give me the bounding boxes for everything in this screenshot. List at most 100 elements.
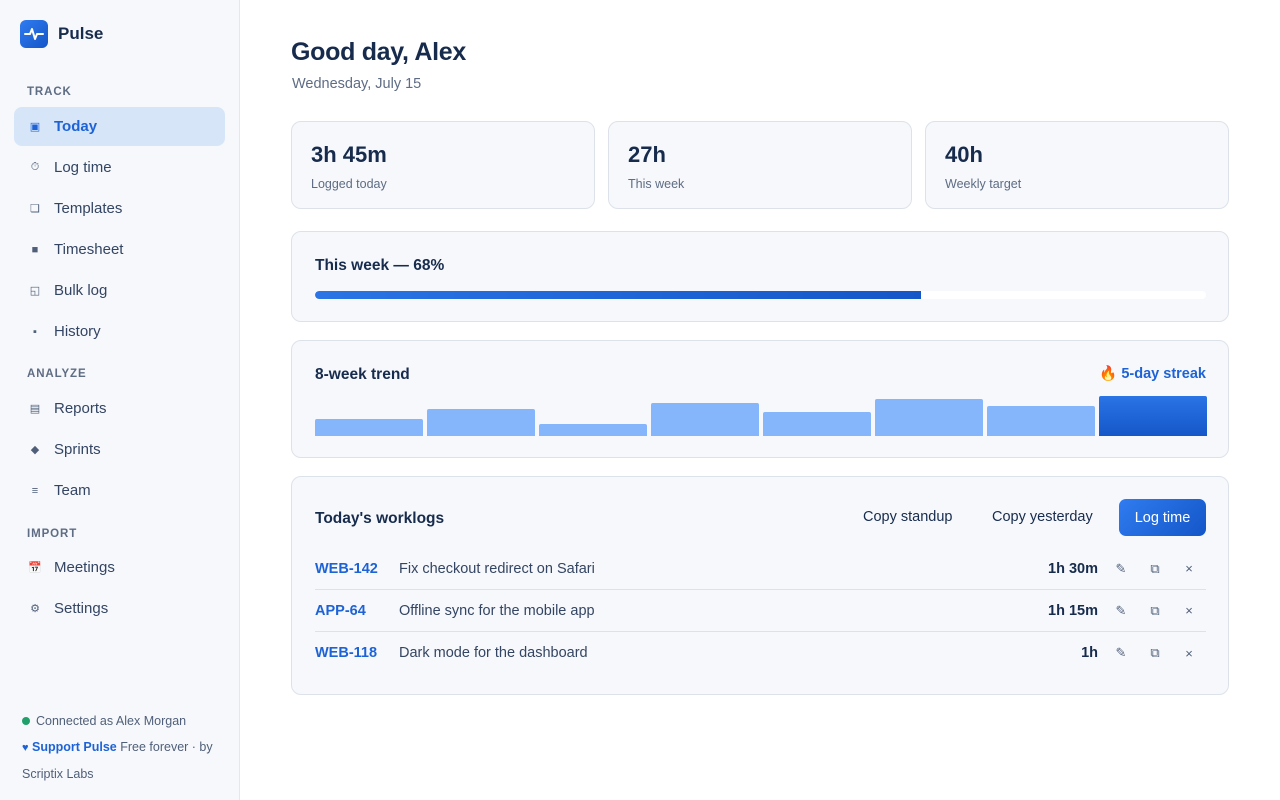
worklog-row: APP-64 Offline sync for the mobile app 1… (315, 590, 1206, 632)
sidebar-item-label: Meetings (54, 559, 115, 576)
nav-section-import: IMPORT (27, 528, 78, 540)
edit-icon[interactable]: ✎ (1115, 645, 1127, 660)
delete-icon[interactable]: × (1185, 561, 1193, 576)
duplicate-icon[interactable]: ⧉ (1150, 645, 1160, 660)
worklog-duration: 1h 30m (1048, 560, 1098, 577)
sidebar-item-sprints[interactable]: ◆ Sprints (14, 430, 225, 469)
sidebar-item-timesheet[interactable]: ■ Timesheet (14, 230, 225, 269)
reports-icon: ▤ (29, 403, 41, 415)
trend-bar (651, 403, 759, 436)
progress-title: This week — 68% (315, 257, 445, 274)
current-date: Wednesday, July 15 (292, 76, 422, 92)
stat-value: 27h (628, 142, 666, 167)
streak-badge: 🔥 5-day streak (1099, 366, 1206, 382)
trend-card: 8-week trend 🔥 5-day streak (291, 340, 1229, 458)
issue-key-link[interactable]: WEB-142 (315, 560, 378, 577)
trend-bar (315, 418, 423, 436)
sidebar-item-label: Log time (54, 159, 112, 176)
sidebar-item-label: Reports (54, 400, 107, 417)
worklog-row: WEB-142 Fix checkout redirect on Safari … (315, 548, 1206, 590)
sidebar-item-bulk-log[interactable]: ◱ Bulk log (14, 271, 225, 310)
issue-summary: Offline sync for the mobile app (399, 602, 595, 619)
edit-icon[interactable]: ✎ (1115, 602, 1127, 618)
bulk-log-icon: ◱ (29, 285, 41, 297)
trend-bars (315, 385, 1207, 436)
issue-key-link[interactable]: APP-64 (315, 602, 366, 619)
sidebar-item-history[interactable]: ▪ History (14, 312, 225, 351)
worklog-duration: 1h (1081, 645, 1098, 661)
support-suffix: Free forever · by Scriptix Labs (22, 740, 213, 781)
sidebar: Pulse TRACK ▣ Today ⏱ Log time ❏ Templat… (0, 0, 240, 800)
pulse-logo-icon (20, 20, 48, 48)
worklog-duration: 1h 15m (1048, 602, 1098, 619)
sidebar-footer: Connected as Alex Morgan ♥ Support Pulse… (22, 708, 227, 787)
app-name: Pulse (58, 24, 104, 43)
delete-icon[interactable]: × (1185, 603, 1193, 618)
sidebar-item-today[interactable]: ▣ Today (14, 107, 225, 146)
stat-card-weekly-target: 40h Weekly target (925, 121, 1229, 209)
stat-label: This week (628, 177, 685, 191)
support-line: ♥ Support Pulse Free forever · by Script… (22, 734, 227, 787)
calendar-icon: 📅 (28, 562, 42, 574)
history-icon: ▪ (33, 325, 37, 338)
stat-card-logged-today: 3h 45m Logged today (291, 121, 595, 209)
nav-section-analyze: ANALYZE (27, 368, 87, 380)
sidebar-item-label: Timesheet (54, 241, 124, 258)
issue-summary: Fix checkout redirect on Safari (399, 560, 595, 577)
weekly-progress-bar (315, 291, 1206, 299)
edit-icon[interactable]: ✎ (1115, 560, 1127, 576)
brand[interactable]: Pulse (20, 20, 103, 48)
worklogs-card: Today's worklogs Copy standup Copy yeste… (291, 476, 1229, 695)
worklogs-title: Today's worklogs (315, 510, 445, 527)
sidebar-item-meetings[interactable]: 📅 Meetings (14, 548, 225, 587)
sidebar-item-settings[interactable]: ⚙ Settings (14, 589, 225, 628)
duplicate-icon[interactable]: ⧉ (1150, 560, 1160, 576)
sidebar-item-label: Templates (54, 200, 123, 217)
stat-value: 3h 45m (311, 142, 387, 167)
sidebar-item-label: Settings (54, 600, 109, 617)
sprints-icon: ◆ (30, 444, 40, 456)
online-status-dot-icon (22, 717, 30, 725)
connection-status-text: Connected as Alex Morgan (36, 714, 187, 728)
issue-summary: Dark mode for the dashboard (399, 645, 588, 661)
team-icon: ≡ (31, 484, 39, 497)
sidebar-item-label: Bulk log (54, 282, 108, 299)
weekly-progress-fill (315, 291, 921, 299)
stat-label: Weekly target (945, 177, 1022, 191)
page-title: Good day, Alex (291, 38, 466, 66)
sidebar-item-reports[interactable]: ▤ Reports (14, 389, 225, 428)
today-icon: ▣ (29, 121, 41, 133)
sidebar-item-label: History (54, 323, 101, 340)
log-time-button[interactable]: Log time (1119, 499, 1206, 536)
trend-bar (427, 409, 535, 436)
templates-icon: ❏ (30, 203, 40, 215)
trend-title: 8-week trend (315, 366, 410, 383)
weekly-progress-card: This week — 68% (291, 231, 1229, 322)
connection-status: Connected as Alex Morgan (22, 708, 227, 734)
gear-icon: ⚙ (30, 603, 40, 615)
copy-yesterday-button[interactable]: Copy yesterday (992, 509, 1093, 525)
sidebar-item-label: Team (54, 482, 91, 499)
stopwatch-icon: ⏱ (30, 161, 40, 173)
sidebar-item-team[interactable]: ≡ Team (14, 471, 225, 510)
sidebar-item-templates[interactable]: ❏ Templates (14, 189, 225, 228)
sidebar-item-log-time[interactable]: ⏱ Log time (14, 148, 225, 187)
timesheet-icon: ■ (31, 243, 39, 256)
stat-value: 40h (945, 142, 983, 167)
trend-bar (987, 406, 1095, 436)
copy-standup-button[interactable]: Copy standup (863, 509, 953, 525)
trend-bar (1099, 396, 1207, 436)
trend-bar (539, 423, 647, 436)
issue-key-link[interactable]: WEB-118 (315, 645, 378, 661)
stat-card-this-week: 27h This week (608, 121, 912, 209)
stat-label: Logged today (311, 177, 387, 191)
support-pulse-link[interactable]: Support Pulse (32, 740, 117, 754)
sidebar-item-label: Sprints (54, 441, 101, 458)
delete-icon[interactable]: × (1185, 645, 1193, 661)
worklog-row: WEB-118 Dark mode for the dashboard 1h ✎… (315, 632, 1206, 674)
nav-section-track: TRACK (27, 86, 72, 98)
trend-bar (763, 412, 871, 436)
duplicate-icon[interactable]: ⧉ (1150, 602, 1160, 618)
sidebar-item-label: Today (54, 118, 98, 135)
heart-icon: ♥ (22, 742, 29, 754)
